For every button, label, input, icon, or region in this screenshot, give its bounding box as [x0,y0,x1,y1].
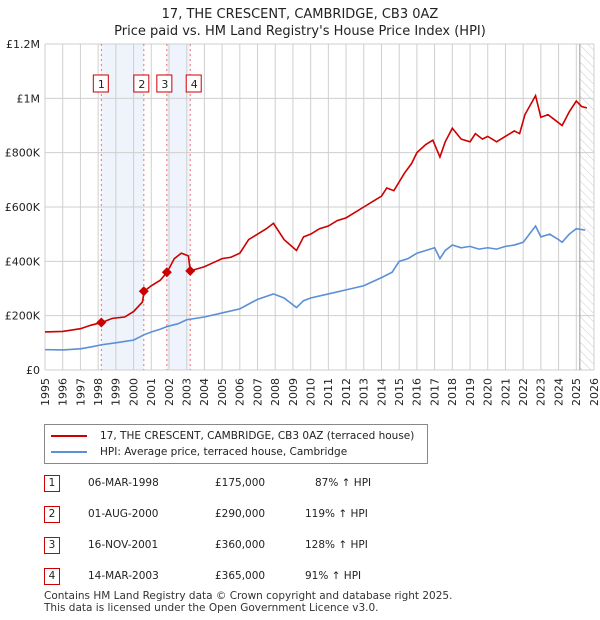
legend-item-hpi: HPI: Average price, terraced house, Camb… [51,446,347,458]
legend-label: HPI: Average price, terraced house, Camb… [100,446,348,458]
x-tick-label: 2016 [411,378,424,406]
x-tick-label: 2023 [535,378,548,406]
footer: Contains HM Land Registry data © Crown c… [44,590,452,614]
sale-label: 4 [191,78,198,91]
sale-point [161,267,172,278]
sale-price: £365,000 [215,570,266,582]
x-tick-label: 2001 [145,378,158,406]
chart-title: 17, THE CRESCENT, CAMBRIDGE, CB3 0AZ Pri… [0,6,600,40]
x-tick-label: 2010 [304,378,317,406]
sale-date: 06-MAR-1998 [88,477,159,489]
y-tick-label: £400K [5,255,41,268]
y-tick-label: £0 [26,364,40,377]
footer-line: This data is licensed under the Open Gov… [44,602,379,614]
y-tick-label: £1M [17,92,41,105]
sale-label: 1 [98,78,105,91]
x-tick-label: 1997 [74,378,87,406]
sale-number-badge: 3 [44,537,60,554]
x-tick-label: 2026 [588,378,600,406]
sale-point [138,286,149,297]
x-tick-label: 2006 [234,378,247,406]
sale-price: £175,000 [215,477,266,489]
x-tick-label: 1998 [92,378,105,406]
x-tick-label: 2004 [198,378,211,406]
x-tick-label: 2000 [127,378,140,406]
x-tick-label: 2002 [163,378,176,406]
x-tick-label: 2009 [287,378,300,406]
sale-price: £290,000 [215,508,266,520]
x-tick-label: 2014 [375,378,388,406]
legend-item-property: 17, THE CRESCENT, CAMBRIDGE, CB3 0AZ (te… [51,430,414,442]
x-tick-label: 2017 [428,378,441,406]
legend-label: 17, THE CRESCENT, CAMBRIDGE, CB3 0AZ (te… [100,430,415,442]
sale-label: 3 [161,78,168,91]
y-tick-label: £800K [5,147,41,160]
x-tick-label: 2019 [464,378,477,406]
sale-price: £360,000 [215,539,266,551]
y-tick-label: £200K [5,310,41,323]
sale-hpi-change: 91% ↑ HPI [305,570,362,582]
x-tick-label: 2021 [499,378,512,406]
sale-date: 16-NOV-2001 [88,539,159,551]
price-line [44,93,588,333]
sale-label-box [185,74,202,93]
legend-swatch [51,435,87,437]
x-tick-label: 2005 [216,378,229,406]
sale-row: 2 01-AUG-2000 £290,000 119% ↑ HPI [44,506,464,524]
sale-label-box [92,74,109,93]
y-tick-label: £1.2M [6,38,40,51]
x-tick-label: 1995 [39,378,52,406]
sale-number-badge: 1 [44,475,60,492]
sale-point [185,265,196,276]
y-tick-label: £600K [5,201,41,214]
sale-number-badge: 2 [44,506,60,523]
x-tick-label: 1999 [110,378,123,406]
sale-hpi-change: 128% ↑ HPI [305,539,368,551]
x-tick-label: 2025 [570,378,583,406]
legend-swatch [51,451,87,453]
x-tick-label: 2007 [251,378,264,406]
sale-hpi-change: 119% ↑ HPI [305,508,368,520]
x-tick-label: 2008 [269,378,282,406]
hpi-line [44,224,586,351]
sale-date: 01-AUG-2000 [88,508,159,520]
sale-label: 2 [138,78,145,91]
title-text: 17, THE CRESCENT, CAMBRIDGE, CB3 0AZ [161,7,439,22]
x-tick-label: 1996 [57,378,70,406]
sale-hpi-change: 87% ↑ HPI [315,477,372,489]
sale-number-badge: 4 [44,568,60,585]
x-tick-label: 2013 [358,378,371,406]
subtitle-text: Price paid vs. HM Land Registry's House … [114,24,486,39]
sale-date: 14-MAR-2003 [88,570,159,582]
x-tick-label: 2015 [393,378,406,406]
sale-label-box [156,74,173,93]
sale-point [96,317,107,328]
x-tick-label: 2011 [322,378,335,406]
sale-row: 4 14-MAR-2003 £365,000 91% ↑ HPI [44,568,464,586]
legend: 17, THE CRESCENT, CAMBRIDGE, CB3 0AZ (te… [44,424,428,464]
x-tick-label: 2018 [446,378,459,406]
footer-line: Contains HM Land Registry data © Crown c… [44,590,453,602]
x-tick-label: 2024 [552,378,565,406]
sale-label-box [133,74,150,93]
x-tick-label: 2022 [517,378,530,406]
line-chart: 1995 1996 1997 1998 1999 2000 2001 2002 2003 2004… [5,38,600,406]
sale-row: 3 16-NOV-2001 £360,000 128% ↑ HPI [44,537,464,555]
sale-row: 1 06-MAR-1998 £175,000 87% ↑ HPI [44,475,464,493]
x-tick-label: 2020 [482,378,495,406]
x-tick-label: 2012 [340,378,353,406]
x-tick-label: 2003 [181,378,194,406]
